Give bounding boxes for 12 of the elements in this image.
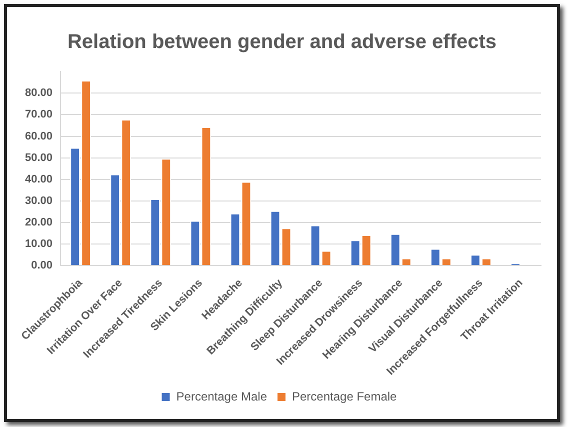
y-tick-label: 80.00 <box>24 87 53 100</box>
y-tick-label: 10.00 <box>24 238 53 250</box>
y-tick-label: 40.00 <box>24 173 53 186</box>
y-tick-label: 20.00 <box>24 216 53 229</box>
y-tick-label: 30.00 <box>24 194 53 207</box>
y-tick-label: 50.00 <box>24 152 53 164</box>
legend-label: Percentage Female <box>292 389 398 404</box>
chart-title: Relation between gender and adverse effects <box>66 31 498 54</box>
legend-label: Percentage Male <box>176 389 268 404</box>
y-tick-label: 0.00 <box>31 260 53 272</box>
y-tick-label: 70.00 <box>24 108 53 121</box>
y-tick-label: 60.00 <box>24 130 53 142</box>
